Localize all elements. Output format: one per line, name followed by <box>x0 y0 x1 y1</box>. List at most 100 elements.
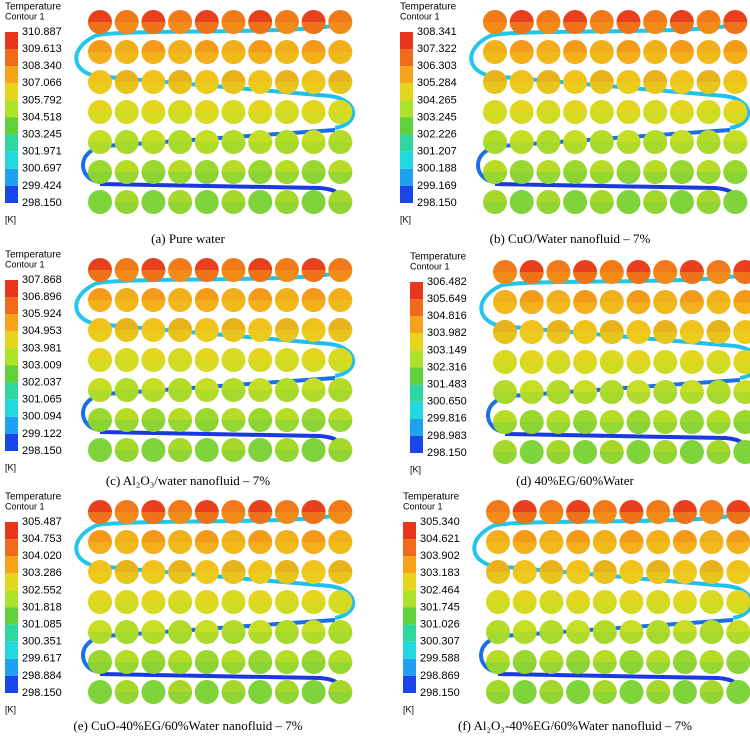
color-band <box>400 117 413 135</box>
tube-half <box>168 300 193 312</box>
legend-label: 298.983 <box>427 430 467 442</box>
legend-label: 304.621 <box>420 533 460 545</box>
unit: [K] <box>403 704 414 714</box>
tube-half <box>566 632 591 644</box>
tube-half <box>301 270 326 282</box>
tube-half <box>328 172 353 184</box>
legend-label: 299.816 <box>427 413 467 425</box>
color-band <box>5 624 18 642</box>
legend-label: 301.971 <box>22 146 62 158</box>
tube-half <box>592 542 617 554</box>
tube-half <box>483 202 507 214</box>
tube-half <box>194 330 219 342</box>
tube-half <box>512 602 537 614</box>
tube-half <box>679 452 704 464</box>
tube-half <box>141 142 166 154</box>
legend-label: 300.351 <box>22 636 62 648</box>
tube-half <box>301 692 326 704</box>
tube-half <box>672 542 697 554</box>
color-band <box>410 384 423 402</box>
tube-half <box>546 422 571 434</box>
tube-half <box>486 692 510 704</box>
color-band <box>403 590 416 608</box>
tube-half <box>221 602 246 614</box>
legend-label: 303.981 <box>22 342 62 354</box>
tube-half <box>646 662 671 674</box>
tube-half <box>723 202 748 214</box>
tube-half <box>546 362 571 374</box>
legend-label: 301.207 <box>417 146 457 158</box>
tube-half <box>483 82 507 94</box>
tube-half <box>519 392 544 404</box>
tube-half <box>519 452 544 464</box>
tube-half <box>733 302 750 314</box>
tube-half <box>168 202 193 214</box>
tube-half <box>168 662 193 674</box>
color-band <box>410 401 423 419</box>
tube-half <box>653 302 678 314</box>
tube-half <box>512 542 537 554</box>
tube-half <box>573 422 598 434</box>
color-band <box>410 316 423 334</box>
tube-half <box>88 112 112 124</box>
legend-label: 306.896 <box>22 291 62 303</box>
tube-half <box>706 272 731 284</box>
color-band <box>403 556 416 574</box>
legend-subtitle: Contour 1 <box>5 11 45 21</box>
color-band <box>400 83 413 101</box>
color-band <box>403 573 416 591</box>
caption: (f) Al₂O₃-40%EG/60%Water nanofluid – 7% <box>458 718 692 733</box>
tube-half <box>592 572 617 584</box>
tube-half <box>328 202 353 214</box>
tube-half <box>274 450 299 462</box>
legend-label: 298.150 <box>22 197 62 209</box>
tube-half <box>726 512 750 524</box>
tube-half <box>274 662 299 674</box>
tube-half <box>643 202 668 214</box>
tube-half <box>141 172 166 184</box>
tube-half <box>114 512 139 524</box>
tube-half <box>509 142 534 154</box>
tube-half <box>221 572 246 584</box>
tube-half <box>563 112 588 125</box>
tube-half <box>589 22 614 34</box>
tube-half <box>301 202 326 214</box>
tube-half <box>509 82 534 94</box>
unit: [K] <box>5 462 16 472</box>
tube-half <box>589 202 614 214</box>
color-band <box>403 658 416 676</box>
tube-half <box>328 300 353 312</box>
tube-half <box>566 602 591 614</box>
tube-half <box>563 52 588 64</box>
color-band <box>410 299 423 317</box>
pipe <box>499 324 750 380</box>
tube-half <box>274 52 299 64</box>
tube-half <box>536 142 561 154</box>
tube-half <box>168 270 193 282</box>
tube-half <box>274 202 299 214</box>
tube-half <box>274 300 299 312</box>
tube-half <box>88 692 112 704</box>
color-band <box>5 83 18 101</box>
color-band <box>400 168 413 186</box>
tube-half <box>486 632 510 644</box>
tube-half <box>141 390 166 402</box>
color-band <box>5 539 18 557</box>
tube-half <box>696 112 721 125</box>
tube-half <box>168 542 193 554</box>
tube-half <box>696 142 721 154</box>
legend-label: 310.887 <box>22 26 62 38</box>
tube-half <box>88 662 112 674</box>
color-band <box>400 32 413 50</box>
tube-half <box>221 662 246 674</box>
legend-label: 307.066 <box>22 77 62 89</box>
color-band <box>5 66 18 84</box>
tube-half <box>194 572 219 584</box>
tube-half <box>536 82 561 94</box>
tube-half <box>626 332 651 344</box>
tube-half <box>194 52 219 64</box>
tube-half <box>696 82 721 94</box>
tube-half <box>194 142 219 154</box>
tube-half <box>274 360 299 372</box>
tube-half <box>566 572 591 584</box>
